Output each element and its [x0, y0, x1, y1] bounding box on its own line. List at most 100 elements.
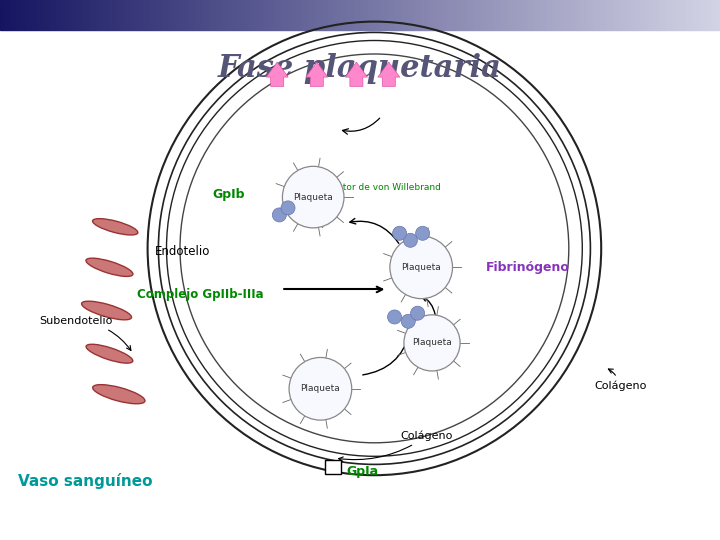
Bar	[581, 0, 583, 30]
Bar	[583, 0, 585, 30]
Bar	[567, 0, 569, 30]
Bar	[394, 0, 396, 30]
Bar	[252, 0, 254, 30]
Bar	[151, 0, 153, 30]
Bar	[266, 0, 269, 30]
Text: GpIa: GpIa	[346, 464, 379, 477]
Bar	[84, 0, 86, 30]
Bar	[650, 0, 653, 30]
Bar	[703, 0, 706, 30]
Bar	[60, 0, 63, 30]
Bar	[636, 0, 639, 30]
Bar	[497, 0, 499, 30]
Bar	[441, 0, 444, 30]
Bar	[502, 0, 504, 30]
FancyArrow shape	[378, 62, 400, 86]
Bar	[559, 0, 562, 30]
Bar	[621, 0, 624, 30]
Bar	[384, 0, 387, 30]
Bar	[585, 0, 588, 30]
Bar	[545, 0, 547, 30]
Bar	[701, 0, 703, 30]
Bar	[317, 0, 319, 30]
Bar	[682, 0, 684, 30]
Bar	[173, 0, 175, 30]
Bar	[449, 0, 451, 30]
Bar	[401, 0, 403, 30]
Bar	[660, 0, 662, 30]
Bar	[45, 0, 48, 30]
Bar	[696, 0, 698, 30]
Bar	[324, 0, 326, 30]
Bar	[528, 0, 531, 30]
Bar	[382, 0, 384, 30]
Bar	[312, 0, 315, 30]
Circle shape	[282, 166, 344, 228]
Bar	[305, 0, 307, 30]
Bar	[295, 0, 297, 30]
Bar	[9, 0, 12, 30]
Bar	[516, 0, 518, 30]
Bar	[379, 0, 382, 30]
Bar	[250, 0, 252, 30]
Bar	[228, 0, 230, 30]
Bar	[178, 0, 180, 30]
Bar	[526, 0, 528, 30]
Bar	[329, 0, 331, 30]
Bar	[91, 0, 94, 30]
Bar	[418, 0, 420, 30]
Bar	[477, 0, 480, 30]
Bar	[713, 0, 715, 30]
Bar	[139, 0, 142, 30]
Bar	[163, 0, 166, 30]
Bar	[72, 0, 74, 30]
Bar	[225, 0, 228, 30]
Bar	[624, 0, 626, 30]
Ellipse shape	[86, 258, 133, 276]
Bar	[387, 0, 389, 30]
Bar	[631, 0, 634, 30]
Ellipse shape	[93, 384, 145, 404]
Bar	[554, 0, 557, 30]
Bar	[58, 0, 60, 30]
Bar	[264, 0, 266, 30]
Bar	[281, 0, 283, 30]
Circle shape	[401, 314, 415, 328]
Bar	[7, 0, 9, 30]
FancyBboxPatch shape	[325, 460, 341, 474]
Bar	[372, 0, 374, 30]
Bar	[593, 0, 595, 30]
Bar	[146, 0, 149, 30]
Text: Colágeno: Colágeno	[594, 369, 647, 391]
Bar	[578, 0, 581, 30]
Bar	[482, 0, 485, 30]
Bar	[657, 0, 660, 30]
Bar	[610, 0, 612, 30]
Bar	[53, 0, 55, 30]
Bar	[293, 0, 295, 30]
Bar	[547, 0, 549, 30]
Bar	[279, 0, 281, 30]
Bar	[175, 0, 178, 30]
Bar	[22, 0, 24, 30]
Bar	[86, 0, 89, 30]
Text: Plaqueta: Plaqueta	[412, 339, 452, 347]
Bar	[307, 0, 310, 30]
Text: Subendotelio: Subendotelio	[40, 316, 131, 350]
Bar	[574, 0, 576, 30]
Bar	[470, 0, 473, 30]
Bar	[612, 0, 614, 30]
Bar	[221, 0, 223, 30]
Bar	[432, 0, 434, 30]
Bar	[180, 0, 182, 30]
Bar	[405, 0, 408, 30]
Bar	[12, 0, 14, 30]
Bar	[341, 0, 343, 30]
Bar	[355, 0, 358, 30]
Ellipse shape	[93, 219, 138, 235]
Bar	[358, 0, 360, 30]
Text: Plaqueta: Plaqueta	[293, 193, 333, 201]
Bar	[513, 0, 516, 30]
Bar	[326, 0, 329, 30]
Bar	[55, 0, 58, 30]
